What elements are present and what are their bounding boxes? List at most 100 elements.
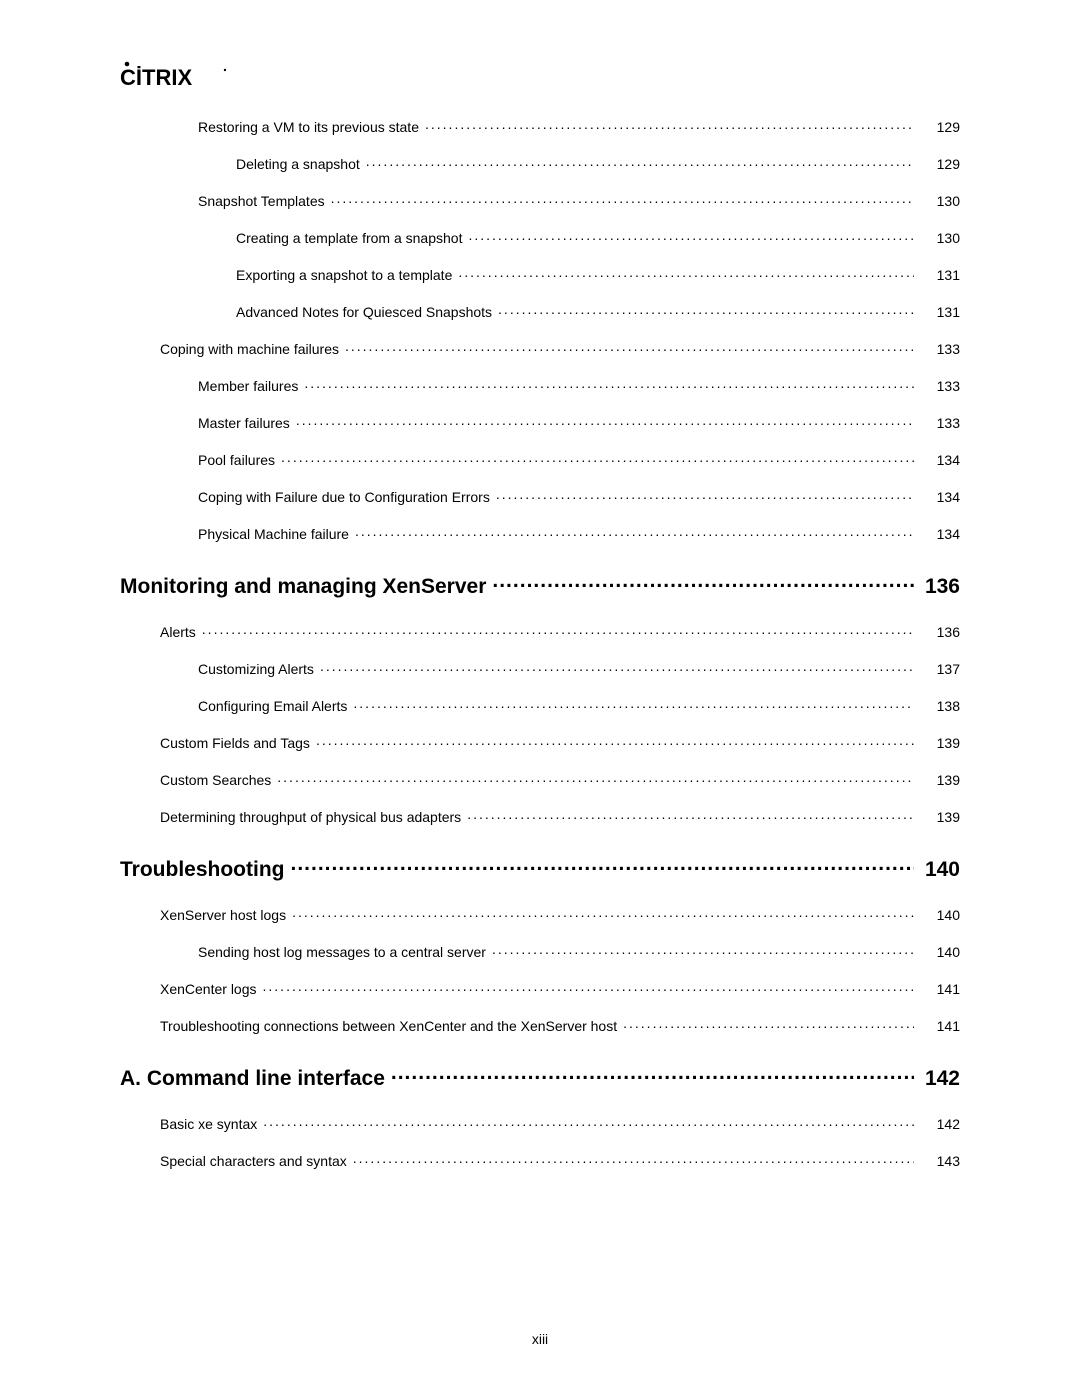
toc-entry-title: Custom Fields and Tags (160, 735, 310, 751)
toc-entry[interactable]: XenCenter logs 141 (120, 980, 960, 997)
toc-leader (331, 192, 914, 206)
citrix-logo: CİTRIX (120, 60, 960, 90)
toc-entry[interactable]: Monitoring and managing XenServer 136 (120, 572, 960, 599)
toc-entry[interactable]: Coping with machine failures133 (120, 340, 960, 357)
toc-leader (498, 303, 914, 317)
svg-text:CİTRIX: CİTRIX (120, 65, 192, 90)
toc-leader (355, 525, 914, 539)
page-number: xiii (0, 1331, 1080, 1347)
toc-entry[interactable]: Custom Searches139 (120, 771, 960, 788)
toc-entry-title: Determining throughput of physical bus a… (160, 809, 461, 825)
toc-entry[interactable]: Master failures 133 (120, 414, 960, 431)
toc-entry-page: 141 (920, 981, 960, 997)
toc-entry-page: 137 (920, 661, 960, 677)
toc-leader (492, 943, 914, 957)
toc-entry-page: 143 (920, 1153, 960, 1169)
toc-leader (345, 340, 914, 354)
toc-entry-page: 129 (920, 119, 960, 135)
toc-entry-page: 140 (920, 907, 960, 923)
toc-entry[interactable]: Pool failures 134 (120, 451, 960, 468)
toc-entry[interactable]: Customizing Alerts 137 (120, 660, 960, 677)
toc-leader (467, 808, 914, 822)
toc-leader (623, 1017, 914, 1031)
toc-entry-title: Pool failures (198, 452, 275, 468)
toc-leader (263, 1115, 914, 1129)
toc-leader (296, 414, 914, 428)
toc-entry[interactable]: Restoring a VM to its previous state129 (120, 118, 960, 135)
toc-entry[interactable]: Snapshot Templates130 (120, 192, 960, 209)
toc-entry-title: Basic xe syntax (160, 1116, 257, 1132)
toc-entry-title: Deleting a snapshot (236, 156, 360, 172)
toc-entry-title: Exporting a snapshot to a template (236, 267, 452, 283)
toc-leader (281, 451, 914, 465)
toc-entry-page: 134 (920, 489, 960, 505)
toc-entry-title: Customizing Alerts (198, 661, 314, 677)
toc-entry[interactable]: Troubleshooting140 (120, 855, 960, 882)
toc-entry-page: 140 (920, 944, 960, 960)
toc-entry[interactable]: Sending host log messages to a central s… (120, 943, 960, 960)
toc-entry-title: XenServer host logs (160, 907, 286, 923)
toc-leader (366, 155, 914, 169)
toc-entry-title: Advanced Notes for Quiesced Snapshots (236, 304, 492, 320)
toc-leader (320, 660, 914, 674)
toc-entry-page: 134 (920, 526, 960, 542)
toc-entry[interactable]: Exporting a snapshot to a template131 (120, 266, 960, 283)
toc-entry-page: 142 (920, 1116, 960, 1132)
toc-entry-title: Creating a template from a snapshot (236, 230, 462, 246)
toc-entry-title: Coping with Failure due to Configuration… (198, 489, 490, 505)
toc-entry-title: Special characters and syntax (160, 1153, 347, 1169)
toc-leader (316, 734, 914, 748)
toc-entry-page: 133 (920, 415, 960, 431)
toc-entry-page: 130 (920, 193, 960, 209)
document-page: CİTRIX Restoring a VM to its previous st… (0, 0, 1080, 1397)
toc-entry-page: 130 (920, 230, 960, 246)
toc-entry[interactable]: Physical Machine failure 134 (120, 525, 960, 542)
toc-leader (353, 1152, 914, 1166)
toc-entry[interactable]: Custom Fields and Tags139 (120, 734, 960, 751)
table-of-contents: Restoring a VM to its previous state129 D… (120, 118, 960, 1169)
toc-entry-title: Monitoring and managing XenServer (120, 575, 486, 599)
toc-entry[interactable]: Troubleshooting connections between XenC… (120, 1017, 960, 1034)
toc-entry[interactable]: Coping with Failure due to Configuration… (120, 488, 960, 505)
toc-entry-title: Physical Machine failure (198, 526, 349, 542)
toc-entry-page: 136 (920, 575, 960, 599)
toc-leader (202, 623, 914, 637)
toc-entry-title: Member failures (198, 378, 298, 394)
toc-leader (458, 266, 914, 280)
toc-entry-page: 142 (920, 1067, 960, 1091)
toc-entry-page: 134 (920, 452, 960, 468)
toc-entry-page: 133 (920, 378, 960, 394)
toc-leader (277, 771, 914, 785)
toc-entry-title: Sending host log messages to a central s… (198, 944, 486, 960)
toc-leader (292, 906, 914, 920)
toc-entry[interactable]: Alerts136 (120, 623, 960, 640)
toc-entry-title: Configuring Email Alerts (198, 698, 347, 714)
toc-entry-title: Alerts (160, 624, 196, 640)
toc-leader (468, 229, 914, 243)
toc-entry-title: Custom Searches (160, 772, 271, 788)
toc-leader (425, 118, 914, 132)
toc-leader (496, 488, 914, 502)
toc-entry[interactable]: Special characters and syntax 143 (120, 1152, 960, 1169)
toc-entry[interactable]: Deleting a snapshot129 (120, 155, 960, 172)
toc-leader (290, 855, 914, 876)
toc-entry[interactable]: Determining throughput of physical bus a… (120, 808, 960, 825)
toc-leader (353, 697, 914, 711)
toc-entry[interactable]: Creating a template from a snapshot 130 (120, 229, 960, 246)
toc-entry[interactable]: Basic xe syntax 142 (120, 1115, 960, 1132)
toc-entry-title: XenCenter logs (160, 981, 257, 997)
toc-entry[interactable]: Member failures 133 (120, 377, 960, 394)
toc-entry-page: 133 (920, 341, 960, 357)
toc-entry-page: 138 (920, 698, 960, 714)
toc-entry-title: Master failures (198, 415, 290, 431)
toc-entry[interactable]: A. Command line interface 142 (120, 1064, 960, 1091)
toc-entry[interactable]: Configuring Email Alerts 138 (120, 697, 960, 714)
toc-leader (391, 1064, 914, 1085)
toc-entry-page: 131 (920, 304, 960, 320)
toc-entry-title: Troubleshooting (120, 858, 284, 882)
page-number-text: xiii (532, 1331, 548, 1347)
toc-leader (263, 980, 914, 994)
toc-entry-title: A. Command line interface (120, 1067, 385, 1091)
toc-entry[interactable]: Advanced Notes for Quiesced Snapshots 131 (120, 303, 960, 320)
toc-entry[interactable]: XenServer host logs 140 (120, 906, 960, 923)
